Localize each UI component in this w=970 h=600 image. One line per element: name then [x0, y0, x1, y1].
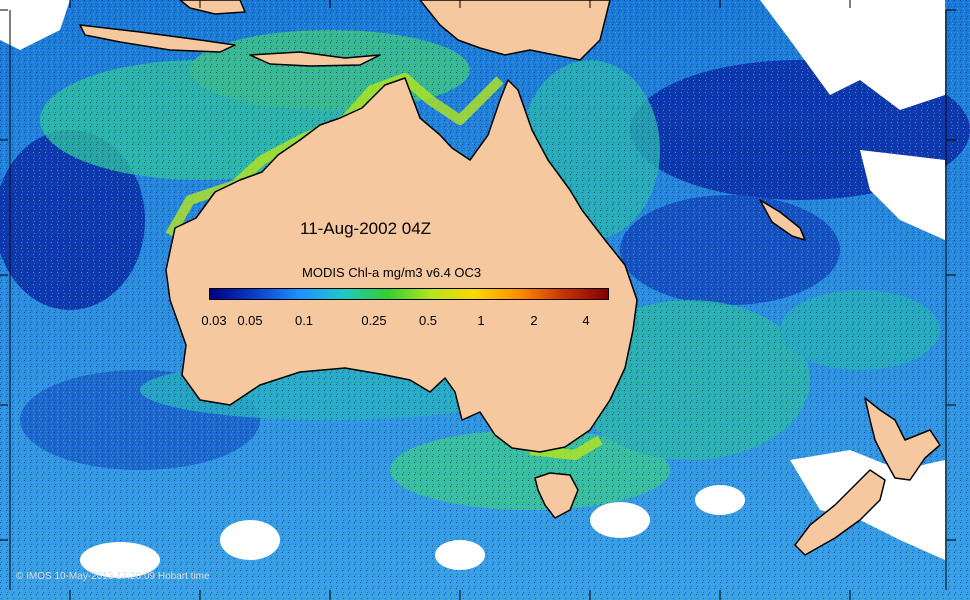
tasmania: [534, 472, 579, 519]
land: [79, 0, 941, 556]
legend-title: MODIS Chl-a mg/m3 v6.4 OC3: [302, 265, 482, 280]
australia: [165, 77, 638, 453]
legend-tick-label: 0.25: [361, 313, 387, 328]
copyright-notice: © IMOS 10-May-2013 17:20:09 Hobart time: [16, 571, 210, 582]
legend-tick-label: 4: [582, 313, 590, 328]
legend-tick-label: 0.5: [418, 313, 438, 328]
new-zealand-south: [794, 469, 886, 556]
legend-tick-label: 1: [477, 313, 485, 328]
indonesia-java: [79, 24, 236, 53]
legend-tick-label: 2: [530, 313, 538, 328]
new-guinea: [419, 0, 611, 61]
legend-tick-label: 0.03: [201, 313, 227, 328]
legend-tick-label: 0.05: [237, 313, 263, 328]
legend-color-bar: [209, 288, 609, 300]
new-caledonia: [759, 199, 806, 241]
map-title: 11-Aug-2002 04Z: [300, 219, 432, 238]
legend-tick-label: 0.1: [294, 313, 314, 328]
indonesia-timor: [249, 51, 381, 67]
new-zealand-north: [864, 397, 941, 481]
